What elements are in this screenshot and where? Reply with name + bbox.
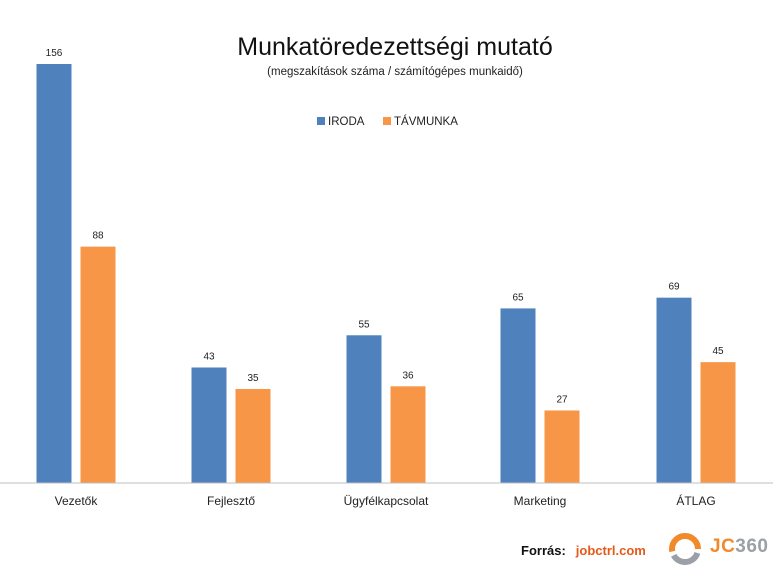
bar-távmunka-1 bbox=[235, 388, 271, 483]
category-label-1: Fejlesztő bbox=[207, 494, 255, 508]
data-label-iroda-1: 43 bbox=[203, 352, 215, 363]
data-label-távmunka-3: 27 bbox=[556, 394, 568, 405]
chart-title: Munkatöredezettségi mutató bbox=[237, 33, 552, 61]
data-label-távmunka-2: 36 bbox=[402, 370, 414, 381]
category-label-4: ÁTLAG bbox=[676, 493, 715, 508]
category-label-3: Marketing bbox=[514, 494, 567, 508]
logo-text-jc: JC bbox=[710, 536, 736, 557]
jc360-logo: JC360 bbox=[666, 530, 769, 568]
legend-label-iroda: IRODA bbox=[328, 116, 365, 128]
category-label-0: Vezetők bbox=[55, 494, 99, 508]
bar-iroda-4 bbox=[656, 297, 692, 483]
bar-iroda-0 bbox=[36, 64, 72, 483]
data-label-távmunka-4: 45 bbox=[712, 346, 724, 357]
data-label-távmunka-1: 35 bbox=[247, 373, 259, 384]
logo-text-360: 360 bbox=[735, 536, 769, 557]
source-link[interactable]: jobctrl.com bbox=[575, 542, 646, 558]
legend-swatch-tavmunka bbox=[383, 117, 391, 125]
data-label-távmunka-0: 88 bbox=[92, 231, 104, 242]
category-label-2: Ügyfélkapcsolat bbox=[344, 494, 429, 508]
data-label-iroda-2: 55 bbox=[358, 319, 370, 330]
bar-távmunka-2 bbox=[390, 386, 426, 483]
source-footer: Forrás: jobctrl.com bbox=[521, 534, 646, 566]
bar-iroda-1 bbox=[191, 367, 227, 483]
data-label-iroda-4: 69 bbox=[668, 282, 680, 293]
bar-távmunka-4 bbox=[700, 362, 736, 483]
category-labels: Vezetők Fejlesztő Ügyfélkapcsolat Marketing… bbox=[55, 493, 716, 508]
legend-label-tavmunka: TÁVMUNKA bbox=[394, 115, 458, 128]
bar-iroda-2 bbox=[346, 335, 382, 483]
logo-ring-icon bbox=[669, 533, 701, 565]
bar-távmunka-3 bbox=[544, 410, 580, 483]
source-label: Forrás: bbox=[521, 542, 566, 558]
legend-swatch-iroda bbox=[317, 117, 325, 125]
bars-group: 156 88 43 35 55 36 65 27 69 45 bbox=[36, 48, 736, 483]
bar-távmunka-0 bbox=[80, 246, 116, 483]
data-label-iroda-3: 65 bbox=[512, 292, 524, 303]
data-label-iroda-0: 156 bbox=[46, 48, 63, 59]
legend: IRODA TÁVMUNKA bbox=[317, 115, 458, 128]
bar-iroda-3 bbox=[500, 308, 536, 483]
chart-subtitle: (megszakítások száma / számítógépes munk… bbox=[267, 66, 523, 78]
logo-text: JC360 bbox=[710, 536, 769, 558]
